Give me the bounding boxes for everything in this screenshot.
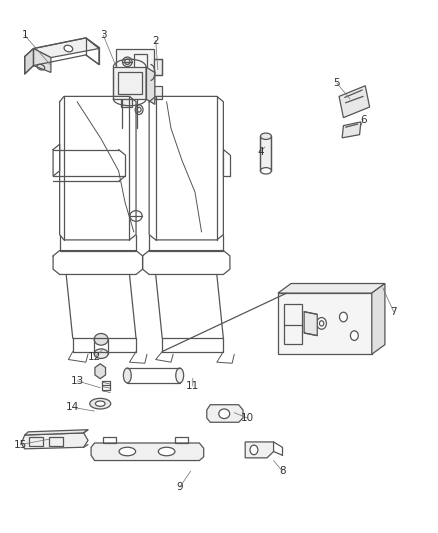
Ellipse shape (261, 167, 272, 174)
Bar (103, 437, 117, 443)
Text: 14: 14 (66, 402, 79, 413)
Polygon shape (33, 38, 99, 58)
Ellipse shape (94, 349, 108, 359)
Text: 2: 2 (152, 36, 159, 45)
Polygon shape (153, 86, 162, 99)
Text: 13: 13 (71, 376, 84, 386)
Ellipse shape (95, 401, 105, 406)
Polygon shape (278, 284, 385, 293)
Polygon shape (21, 433, 88, 449)
Polygon shape (245, 442, 274, 458)
Ellipse shape (130, 211, 142, 221)
Polygon shape (342, 122, 361, 138)
Text: 5: 5 (334, 78, 340, 88)
Polygon shape (91, 443, 204, 461)
Text: 7: 7 (390, 306, 397, 317)
Bar (49, 437, 63, 446)
Text: 9: 9 (177, 482, 183, 492)
Ellipse shape (90, 398, 111, 409)
Text: 6: 6 (360, 115, 367, 125)
Ellipse shape (219, 409, 230, 418)
Bar (134, 54, 147, 70)
Text: 15: 15 (14, 440, 27, 450)
Ellipse shape (339, 312, 347, 322)
Ellipse shape (64, 45, 73, 52)
Ellipse shape (176, 368, 184, 383)
Ellipse shape (250, 445, 258, 455)
Polygon shape (95, 364, 106, 378)
Polygon shape (304, 312, 317, 336)
Bar (285, 304, 302, 344)
Ellipse shape (350, 331, 358, 341)
Text: 12: 12 (88, 352, 101, 362)
Ellipse shape (119, 447, 136, 456)
Polygon shape (121, 88, 141, 107)
Bar (29, 437, 43, 446)
Text: 10: 10 (241, 413, 254, 423)
Text: 11: 11 (186, 381, 199, 391)
Text: 1: 1 (21, 30, 28, 41)
Text: 3: 3 (100, 30, 106, 41)
Ellipse shape (124, 368, 131, 383)
Bar (261, 136, 272, 171)
Bar (278, 293, 372, 354)
Ellipse shape (261, 133, 272, 140)
Bar (175, 437, 188, 443)
Polygon shape (25, 49, 33, 74)
Ellipse shape (123, 57, 132, 67)
Ellipse shape (317, 318, 326, 329)
Bar (118, 72, 142, 94)
Polygon shape (146, 67, 155, 104)
Ellipse shape (135, 105, 143, 115)
Polygon shape (207, 405, 243, 422)
Polygon shape (33, 49, 51, 72)
Polygon shape (117, 49, 153, 83)
Polygon shape (25, 430, 88, 435)
Polygon shape (113, 67, 146, 99)
Ellipse shape (158, 447, 175, 456)
Ellipse shape (94, 334, 108, 345)
Text: 8: 8 (279, 466, 286, 476)
Polygon shape (153, 59, 162, 75)
Polygon shape (372, 284, 385, 354)
Polygon shape (339, 86, 370, 118)
Text: 4: 4 (257, 147, 264, 157)
